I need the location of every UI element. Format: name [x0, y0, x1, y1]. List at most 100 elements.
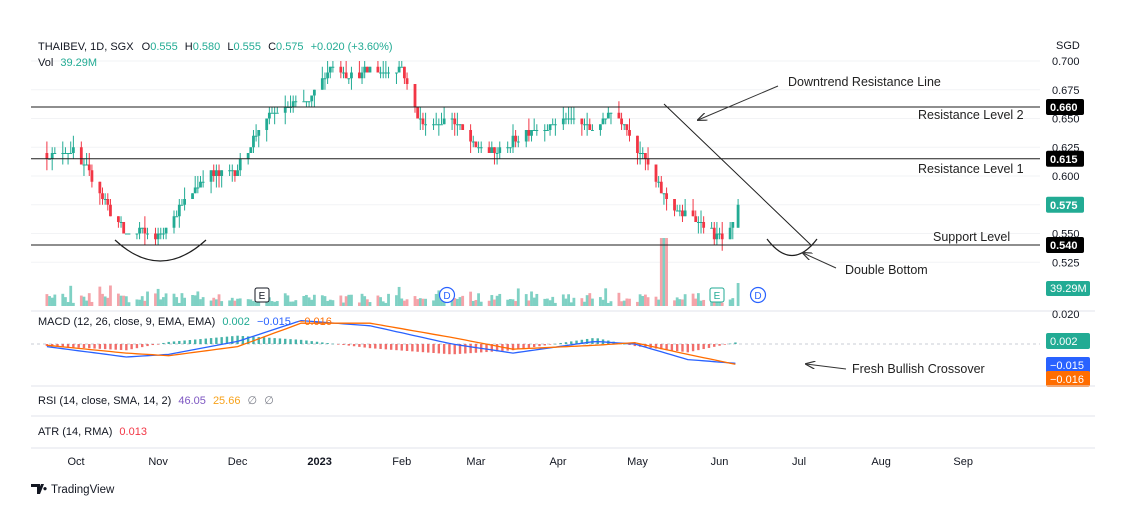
- volume-bar: [397, 286, 401, 306]
- volume-bar: [458, 297, 462, 306]
- volume-bar: [657, 299, 661, 306]
- macd-hist-bar: [400, 344, 403, 351]
- candle-body: [625, 124, 629, 130]
- volume-bar: [109, 285, 112, 306]
- dividend-marker-icon[interactable]: D: [438, 286, 456, 304]
- volume-bar: [363, 296, 367, 306]
- volume-bar: [665, 238, 668, 306]
- rsi-value: 46.05: [178, 395, 206, 407]
- dividend-marker-icon[interactable]: D: [749, 286, 767, 304]
- candle-body: [159, 233, 163, 235]
- volume-bar: [490, 295, 494, 306]
- event-glyph: D: [443, 291, 450, 302]
- volume-bar: [191, 294, 194, 306]
- macd-hist-bar: [109, 344, 112, 350]
- macd-hist-bar: [517, 344, 520, 350]
- candle-body: [606, 112, 610, 119]
- candle-body: [718, 233, 721, 235]
- macd-hist-bar: [331, 343, 335, 345]
- candle-body: [657, 181, 661, 183]
- candle-body: [275, 112, 279, 114]
- volume-bar: [119, 295, 123, 306]
- candle-body: [66, 153, 70, 154]
- macd-hist-bar: [204, 338, 207, 344]
- price-badge: 0.615: [1046, 150, 1084, 167]
- earnings-marker-icon[interactable]: E: [709, 287, 725, 303]
- candle-body: [98, 181, 102, 194]
- volume-bar: [696, 293, 700, 306]
- macd-hist-bar: [114, 344, 117, 350]
- volume-bar: [471, 300, 475, 306]
- macd-hist-bar: [45, 344, 49, 347]
- volume-bar: [702, 299, 706, 306]
- volume-bar: [50, 297, 54, 306]
- tradingview-logo[interactable]: TradingView: [31, 484, 115, 496]
- macd-hist-bar: [257, 337, 260, 344]
- volume-bar: [275, 301, 279, 306]
- resistance-level-1-label: Resistance Level 1: [918, 162, 1024, 176]
- candle-body: [395, 72, 398, 74]
- volume-bar: [368, 302, 372, 306]
- macd-hist-bar: [167, 341, 170, 344]
- macd-hist-bar: [442, 344, 446, 354]
- macd-hist-bar: [575, 340, 578, 344]
- volume-bar: [45, 294, 49, 306]
- macd-hist-bar: [591, 338, 594, 344]
- macd-title: MACD (12, 26, close, 9, EMA, EMA): [38, 316, 215, 328]
- candle-body: [138, 227, 141, 234]
- macd-hist-bar: [564, 342, 568, 344]
- candle-body: [506, 147, 510, 149]
- volume-bar: [220, 301, 224, 306]
- candle-body: [265, 118, 269, 130]
- volume-bar: [69, 285, 73, 306]
- volume-bars: [45, 238, 740, 306]
- price-badge: 0.575: [1046, 196, 1084, 213]
- volume-bar: [675, 297, 679, 306]
- candle-body: [357, 72, 361, 79]
- earnings-marker-icon[interactable]: E: [254, 287, 270, 303]
- candle-body: [238, 158, 242, 171]
- change-value: +0.020 (+3.60%): [311, 41, 393, 53]
- candle-body: [360, 72, 364, 79]
- candle-body: [82, 164, 86, 166]
- candle-body: [143, 227, 147, 234]
- candle-body: [416, 107, 420, 119]
- macd-hist-bar: [675, 344, 679, 352]
- volume-bar: [326, 300, 330, 306]
- volume-bar: [469, 291, 473, 306]
- volume-bar: [342, 302, 345, 306]
- macd-hist-bar: [88, 344, 91, 349]
- macd-hist-bar: [734, 342, 737, 344]
- brand-name: TradingView: [51, 484, 115, 496]
- candle-body: [124, 233, 128, 235]
- macd-hist-bar: [469, 344, 472, 354]
- rsi-legend: RSI (14, close, SMA, 14, 2) 46.05 25.66 …: [38, 395, 274, 407]
- candle-body: [646, 158, 650, 165]
- volume-bar: [548, 300, 552, 306]
- symbol-label: THAIBEV, 1D, SGX: [38, 41, 134, 53]
- macd-hist-bar: [495, 344, 499, 352]
- candle-body: [217, 170, 221, 176]
- candle-body: [641, 153, 645, 154]
- candle-body: [246, 153, 250, 159]
- candle-body: [567, 118, 571, 120]
- volume-bar: [270, 301, 274, 306]
- volume-bar: [673, 300, 676, 306]
- volume-bar: [646, 297, 650, 306]
- volume-bar: [79, 295, 83, 306]
- macd-hist-bar: [374, 344, 377, 349]
- candle-body: [638, 153, 642, 154]
- volume-bar: [495, 295, 499, 306]
- volume-bar: [238, 298, 242, 306]
- macd-hist-bar: [432, 344, 435, 353]
- event-glyph: E: [259, 291, 266, 302]
- volume-bar: [61, 293, 65, 306]
- candle-body: [230, 170, 234, 172]
- volume-bar: [236, 298, 239, 306]
- volume-bar: [103, 296, 107, 306]
- svg-text:Vol 39.29M: Vol 39.29M: [38, 57, 97, 69]
- candle-body: [432, 124, 435, 126]
- macd-badges: 0.002 −0.015 −0.016: [1046, 333, 1090, 387]
- candle-body: [164, 227, 168, 234]
